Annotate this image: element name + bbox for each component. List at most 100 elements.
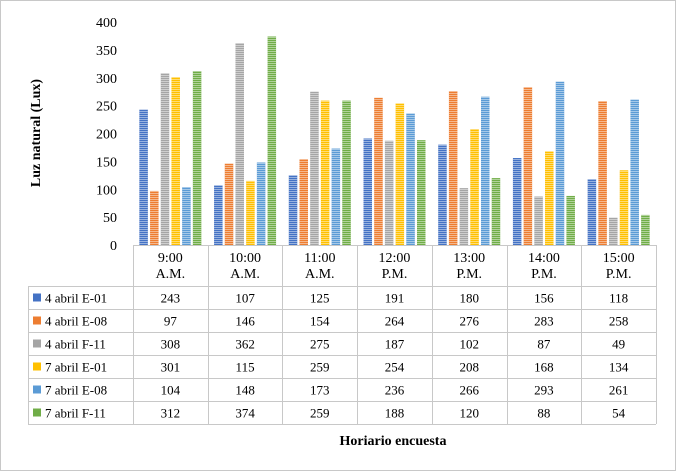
- bar-texture: [448, 91, 458, 245]
- bar-texture: [192, 71, 202, 245]
- data-label: 254: [385, 360, 405, 375]
- bar-texture: [320, 100, 330, 245]
- bar-texture: [384, 140, 394, 245]
- bar-texture: [545, 151, 554, 245]
- data-label: 104: [161, 383, 181, 398]
- series-name: 4 abril F-11: [45, 337, 106, 352]
- series-name: 7 abril E-01: [45, 360, 107, 375]
- bar-texture: [214, 185, 223, 245]
- y-tick-label: 350: [96, 44, 117, 59]
- y-tick-label: 0: [110, 239, 117, 254]
- legend-key: [33, 293, 41, 302]
- bar-texture: [171, 77, 180, 245]
- bar-texture: [523, 87, 533, 245]
- data-label: 266: [459, 383, 479, 398]
- y-axis: 0 50 100 150 200 250 300 350 400: [96, 16, 117, 254]
- series-name: 4 abril E-08: [45, 314, 107, 329]
- x-tick-label: 14:00 P.M.: [528, 251, 560, 282]
- data-label: 173: [310, 383, 330, 398]
- data-label: 88: [537, 406, 550, 421]
- data-label: 180: [459, 291, 479, 306]
- data-label: 156: [534, 291, 554, 306]
- bar-texture: [267, 36, 277, 246]
- y-axis-title: Luz natural (Lux): [29, 79, 44, 187]
- bar-texture: [342, 100, 351, 245]
- bar-texture: [299, 159, 308, 245]
- data-label: 243: [161, 291, 181, 306]
- data-label: 115: [236, 360, 255, 375]
- bar-texture: [288, 175, 298, 245]
- data-label: 87: [537, 337, 551, 352]
- bar-texture: [139, 109, 148, 245]
- legend-key: [33, 339, 41, 348]
- y-tick-label: 200: [96, 128, 117, 143]
- data-label: 134: [609, 360, 629, 375]
- data-label: 374: [235, 406, 255, 421]
- bar-texture: [630, 99, 639, 246]
- x-tick-label: 11:00 A.M.: [304, 251, 335, 282]
- bar-texture: [641, 214, 650, 245]
- bar-texture: [491, 178, 501, 245]
- x-tick-label: 15:00 P.M.: [603, 251, 635, 282]
- data-label: 283: [534, 314, 554, 329]
- data-label: 120: [459, 406, 479, 421]
- bar-texture: [470, 129, 479, 245]
- data-label: 362: [235, 337, 255, 352]
- data-label: 118: [609, 291, 628, 306]
- data-label: 276: [459, 314, 479, 329]
- bar-texture: [512, 158, 522, 245]
- y-tick-label: 400: [96, 16, 117, 31]
- data-label: 102: [459, 337, 479, 352]
- data-label: 188: [385, 406, 405, 421]
- bar-texture: [459, 188, 469, 245]
- data-label: 49: [612, 337, 625, 352]
- data-label: 154: [310, 314, 330, 329]
- legend-key: [33, 362, 41, 371]
- data-label: 264: [385, 314, 405, 329]
- x-axis-title: Horiario encuesta: [340, 434, 447, 449]
- data-label: 97: [164, 314, 178, 329]
- data-label: 107: [235, 291, 255, 306]
- x-tick-label: 12:00 P.M.: [379, 251, 411, 282]
- y-tick-label: 50: [103, 211, 117, 226]
- bar-texture: [609, 217, 618, 245]
- y-tick-label: 250: [96, 100, 117, 115]
- bar-texture: [331, 148, 341, 245]
- series-name: 7 abril E-08: [45, 383, 107, 398]
- series-name: 7 abril F-11: [45, 406, 106, 421]
- bar-texture: [395, 103, 405, 246]
- data-label: 312: [161, 406, 181, 421]
- data-label: 236: [385, 383, 405, 398]
- x-tick-label: 9:00 A.M.: [156, 251, 186, 282]
- bar-texture: [310, 91, 319, 245]
- bar-texture: [438, 144, 447, 245]
- bar-texture: [182, 187, 191, 245]
- bar-texture: [150, 190, 159, 245]
- bar-texture: [246, 180, 255, 245]
- bar-texture: [598, 101, 607, 245]
- data-label: 301: [161, 360, 181, 375]
- data-label: 148: [235, 383, 255, 398]
- legend-key: [33, 316, 41, 325]
- y-tick-label: 100: [96, 183, 117, 198]
- data-label: 54: [612, 406, 626, 421]
- data-label: 187: [385, 337, 405, 352]
- data-table: 9:00 A.M. 10:00 A.M. 11:00 A.M. 12:00 P.M. 13:00…: [28, 245, 657, 425]
- bar-texture: [566, 195, 575, 245]
- data-label: 125: [310, 291, 330, 306]
- bar-texture: [534, 196, 543, 245]
- bar-texture: [160, 73, 170, 245]
- data-label: 293: [534, 383, 554, 398]
- bar-texture: [619, 170, 629, 245]
- data-label: 259: [310, 406, 330, 421]
- bar-texture: [417, 140, 426, 245]
- data-label: 191: [385, 291, 405, 306]
- data-label: 208: [459, 360, 479, 375]
- data-label: 261: [609, 383, 629, 398]
- series-name: 4 abril E-01: [45, 291, 107, 306]
- bar-texture: [555, 81, 565, 245]
- bar-texture: [406, 113, 415, 246]
- x-tick-label: 10:00 A.M.: [229, 251, 261, 282]
- data-label: 275: [310, 337, 330, 352]
